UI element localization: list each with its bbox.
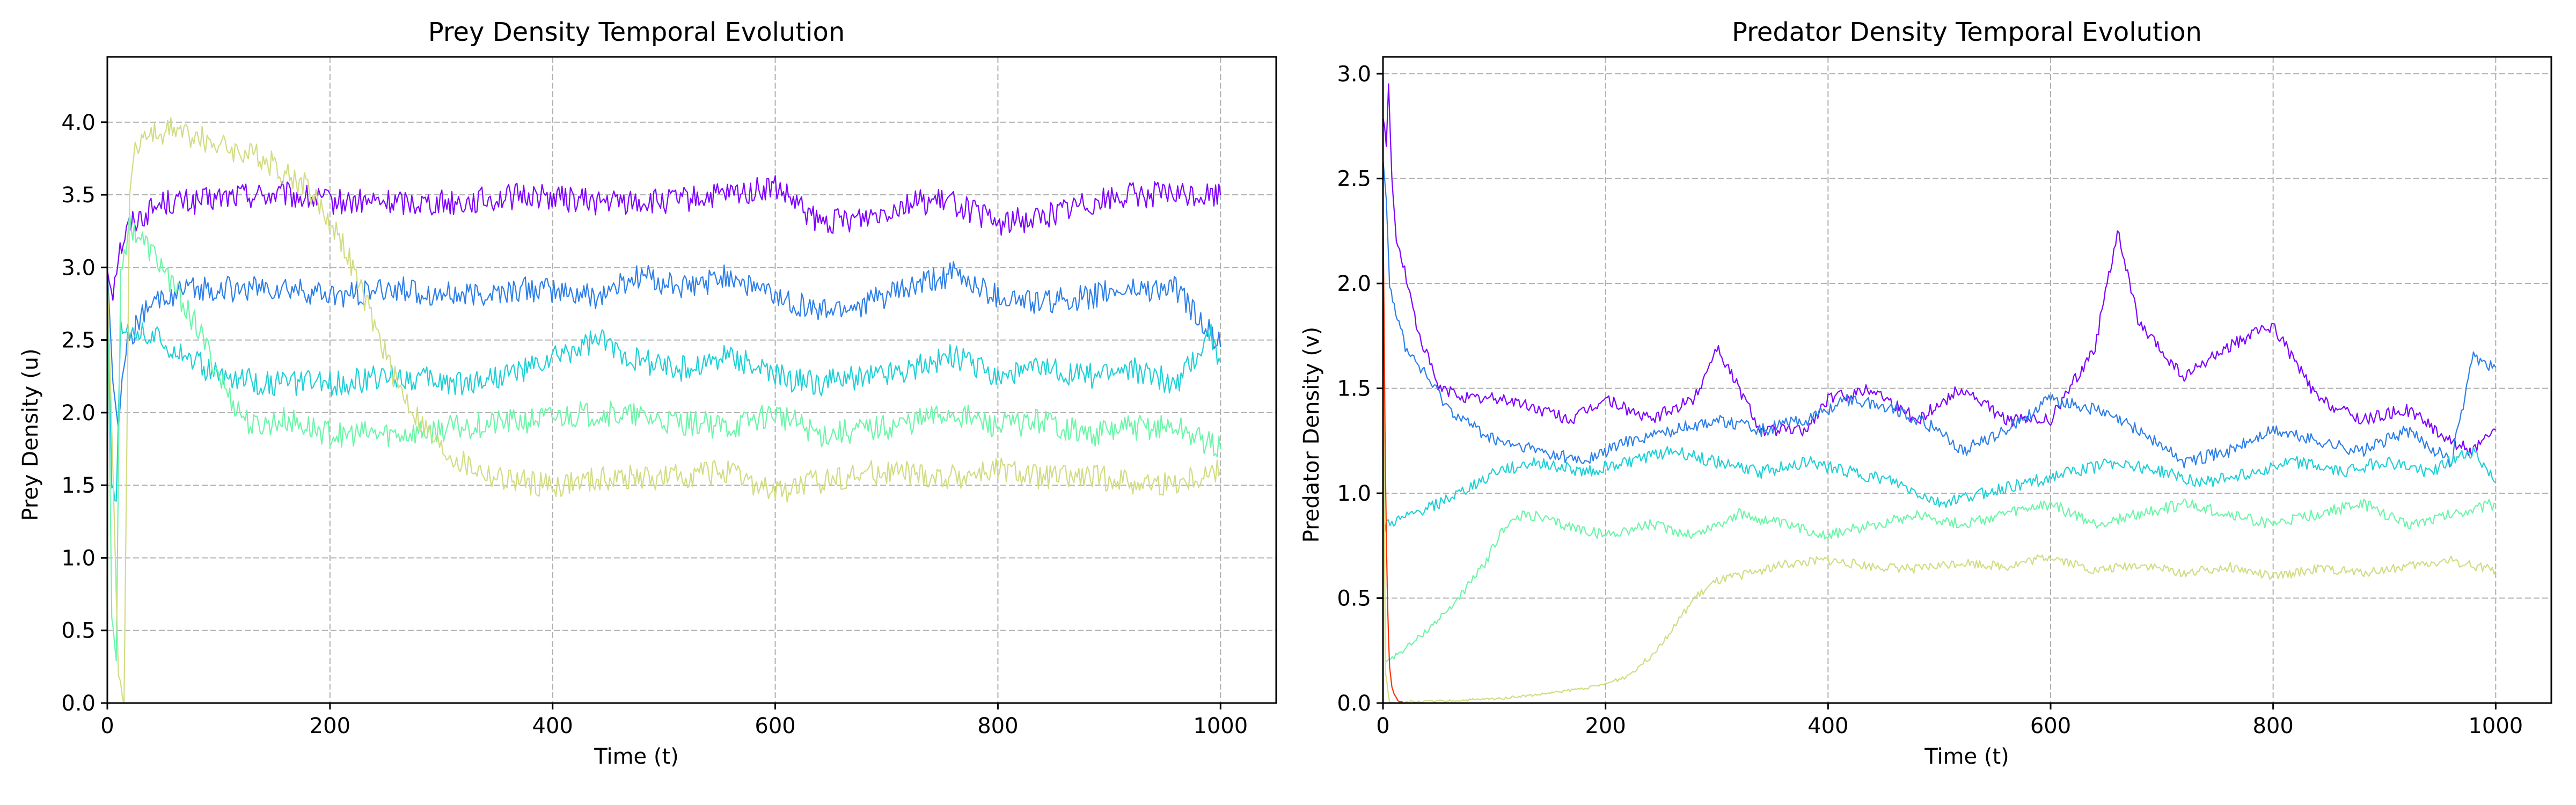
y-ticks: 0.0 0.5 1.0 1.5 2.0 2.5 3.0 3.5 4.0 — [61, 111, 107, 716]
y-tick-label: 2.0 — [61, 401, 96, 426]
series-line — [107, 213, 1221, 662]
series-line — [1383, 199, 1406, 703]
x-tick-label: 600 — [755, 714, 795, 738]
series-line — [1383, 157, 2496, 662]
series-line — [1383, 179, 2497, 703]
y-axis-label: Prey Density (u) — [18, 348, 43, 521]
y-tick-label: 4.0 — [61, 111, 96, 135]
y-tick-label: 3.0 — [1337, 62, 1371, 86]
y-tick-label: 0.5 — [1337, 587, 1371, 611]
y-tick-label: 2.5 — [61, 328, 96, 353]
x-axis-label: Time (t) — [594, 744, 679, 769]
x-tick-label: 200 — [310, 714, 350, 738]
y-tick-label: 2.5 — [1337, 167, 1371, 192]
y-tick-label: 1.5 — [61, 473, 96, 498]
series-group — [107, 117, 1221, 703]
y-tick-label: 1.0 — [61, 546, 96, 570]
plot-frame — [106, 56, 1277, 704]
y-tick-label: 3.5 — [61, 183, 96, 208]
y-ticks: 0.0 0.5 1.0 1.5 2.0 2.5 3.0 — [1337, 62, 1383, 716]
prey-chart: Prey Density Temporal Evolution 0 200 400 6… — [18, 17, 1277, 769]
x-tick-label: 1000 — [1193, 714, 1248, 738]
y-tick-label: 1.5 — [1337, 377, 1371, 401]
series-line — [1383, 83, 2496, 457]
chart-title: Predator Density Temporal Evolution — [1732, 17, 2202, 47]
x-ticks: 0 200 400 600 800 1000 — [1376, 703, 2523, 738]
series-line — [1383, 446, 2497, 533]
series-line — [107, 261, 1221, 429]
x-tick-label: 0 — [1376, 714, 1389, 738]
plot-frame — [1382, 56, 2552, 704]
x-tick-label: 600 — [2030, 714, 2071, 738]
y-axis-label: Predator Density (v) — [1299, 327, 1324, 543]
x-tick-label: 1000 — [2468, 714, 2523, 738]
predator-chart: Predator Density Temporal Evolution 0 200… — [1299, 17, 2552, 769]
series-line — [1383, 158, 2497, 469]
series-line — [107, 175, 1221, 301]
x-tick-label: 800 — [2252, 714, 2293, 738]
chart-title: Prey Density Temporal Evolution — [428, 17, 845, 47]
x-tick-label: 0 — [100, 714, 114, 738]
x-axis-label: Time (t) — [1924, 744, 2009, 769]
y-tick-label: 2.0 — [1337, 272, 1371, 296]
series-line — [107, 266, 1221, 502]
y-tick-label: 0.0 — [1337, 691, 1371, 716]
y-tick-label: 1.0 — [1337, 481, 1371, 506]
series-line — [107, 117, 1221, 703]
y-tick-label: 0.5 — [61, 619, 96, 643]
y-tick-label: 3.0 — [61, 255, 96, 280]
y-tick-label: 0.0 — [61, 691, 96, 716]
x-tick-label: 200 — [1585, 714, 1626, 738]
series-group — [1383, 83, 2497, 703]
x-tick-label: 400 — [1807, 714, 1848, 738]
x-ticks: 0 200 400 600 800 1000 — [100, 703, 1248, 738]
x-tick-label: 800 — [977, 714, 1018, 738]
x-tick-label: 400 — [532, 714, 573, 738]
